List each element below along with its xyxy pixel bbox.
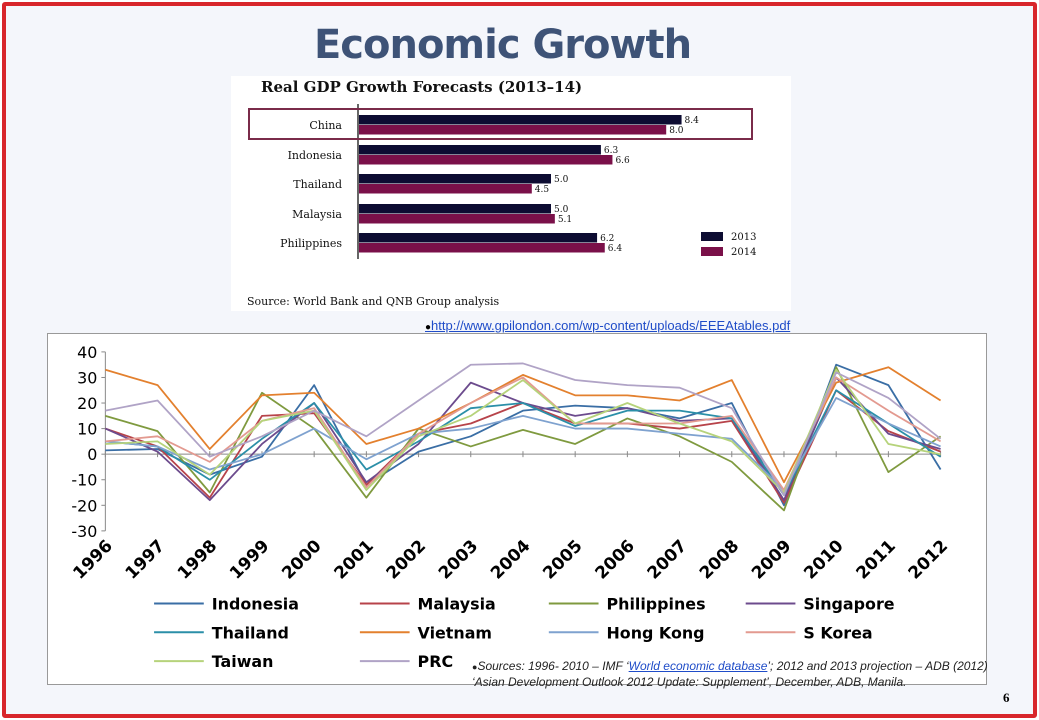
x-tick-label: 2002 — [382, 535, 429, 582]
bar-2014 — [359, 125, 667, 135]
source-note: Source: World Bank and QNB Group analysi… — [247, 295, 500, 308]
y-tick-label: 30 — [77, 368, 97, 387]
page-number: 6 — [1003, 690, 1010, 705]
series-line-singapore — [104, 376, 941, 502]
source-link-text[interactable]: http://www.gpilondon.com/wp-content/uplo… — [431, 318, 791, 333]
bar-2014 — [359, 184, 532, 194]
data-label: 4.5 — [535, 185, 550, 195]
sources-note: ●Sources: 1996- 2010 – IMF ‘World econom… — [472, 659, 992, 690]
legend-label: Indonesia — [212, 594, 299, 613]
x-tick-label: 2012 — [904, 535, 951, 582]
legend-label: Vietnam — [418, 623, 492, 642]
legend-label: PRC — [418, 652, 454, 671]
x-tick-label: 2011 — [852, 535, 899, 582]
data-label: 5.1 — [558, 215, 572, 225]
bullet-icon: ● — [472, 662, 478, 672]
bar-2013 — [359, 145, 601, 155]
y-tick-label: 0 — [87, 445, 97, 464]
legend-swatch — [701, 247, 723, 256]
y-tick-label: -20 — [71, 496, 97, 515]
series-line-hong-kong — [105, 397, 941, 491]
category-label: Malaysia — [292, 208, 342, 221]
x-tick-label: 1996 — [69, 535, 116, 582]
x-tick-label: 1999 — [225, 535, 272, 582]
legend-label: Hong Kong — [606, 623, 704, 642]
legend-label: S Korea — [803, 623, 872, 642]
x-tick-label: 2005 — [539, 535, 586, 582]
data-label: 6.3 — [604, 146, 619, 156]
bar-2013 — [359, 174, 551, 184]
category-label: Thailand — [293, 178, 342, 191]
bar-2014 — [359, 155, 613, 165]
y-tick-label: 40 — [77, 343, 97, 362]
x-tick-label: 1997 — [121, 535, 168, 582]
legend-label: 2014 — [731, 247, 756, 258]
y-tick-label: -10 — [71, 471, 97, 490]
category-label: Philippines — [280, 237, 342, 250]
y-tick-label: 20 — [77, 394, 97, 413]
chart-title: Real GDP Growth Forecasts (2013–14) — [261, 78, 582, 96]
series-line-vietnam — [105, 366, 942, 484]
sources-suffix: ’; 2012 and 2013 projection – ADB (2012)… — [472, 659, 988, 689]
series-line-thailand — [105, 389, 942, 496]
bar-2013 — [359, 115, 682, 125]
legend-label: Taiwan — [212, 652, 274, 671]
bar-2014 — [359, 214, 555, 224]
legend-label: Philippines — [606, 594, 705, 613]
legend-label: Thailand — [212, 623, 289, 642]
bar-2013 — [359, 204, 551, 214]
category-label: Indonesia — [288, 149, 343, 162]
x-tick-label: 2004 — [486, 535, 533, 582]
bar-2014 — [359, 243, 605, 253]
x-tick-label: 2009 — [747, 535, 794, 582]
series-line-philippines — [105, 366, 942, 512]
y-tick-label: 10 — [77, 420, 97, 439]
x-tick-label: 2010 — [800, 535, 847, 582]
data-label: 5.0 — [554, 205, 569, 215]
forecast-bar-chart: Real GDP Growth Forecasts (2013–14) China… — [231, 76, 791, 311]
category-label: China — [309, 119, 342, 132]
bullet-icon: ● — [425, 322, 432, 333]
x-tick-label: 2001 — [330, 535, 377, 582]
data-label: 8.0 — [669, 126, 684, 136]
bar-2013 — [359, 233, 598, 243]
x-tick-label: 2006 — [591, 535, 638, 582]
legend-label: Malaysia — [418, 594, 496, 613]
data-label: 8.4 — [685, 116, 700, 126]
data-label: 6.4 — [608, 244, 623, 254]
x-tick-label: 2008 — [695, 535, 742, 582]
legend-swatch — [701, 232, 723, 241]
x-tick-label: 2007 — [643, 535, 690, 582]
data-label: 5.0 — [554, 175, 569, 185]
data-label: 6.2 — [600, 234, 614, 244]
sources-prefix: Sources: 1996- 2010 – IMF ‘ — [477, 659, 629, 673]
slide-title: Economic Growth — [313, 22, 692, 68]
legend-label: Singapore — [803, 594, 894, 613]
highlight-box — [248, 108, 753, 140]
y-tick-label: -30 — [71, 522, 97, 541]
series-line-taiwan — [105, 368, 941, 494]
legend-label: 2013 — [731, 232, 756, 243]
data-label: 6.6 — [615, 156, 630, 166]
series-line-prc — [105, 362, 942, 496]
source-link[interactable]: ●http://www.gpilondon.com/wp-content/upl… — [425, 318, 790, 333]
x-tick-label: 2003 — [434, 535, 481, 582]
x-tick-label: 1998 — [173, 535, 220, 582]
x-tick-label: 2000 — [278, 535, 325, 582]
world-economic-database-link[interactable]: World economic database — [628, 659, 768, 673]
